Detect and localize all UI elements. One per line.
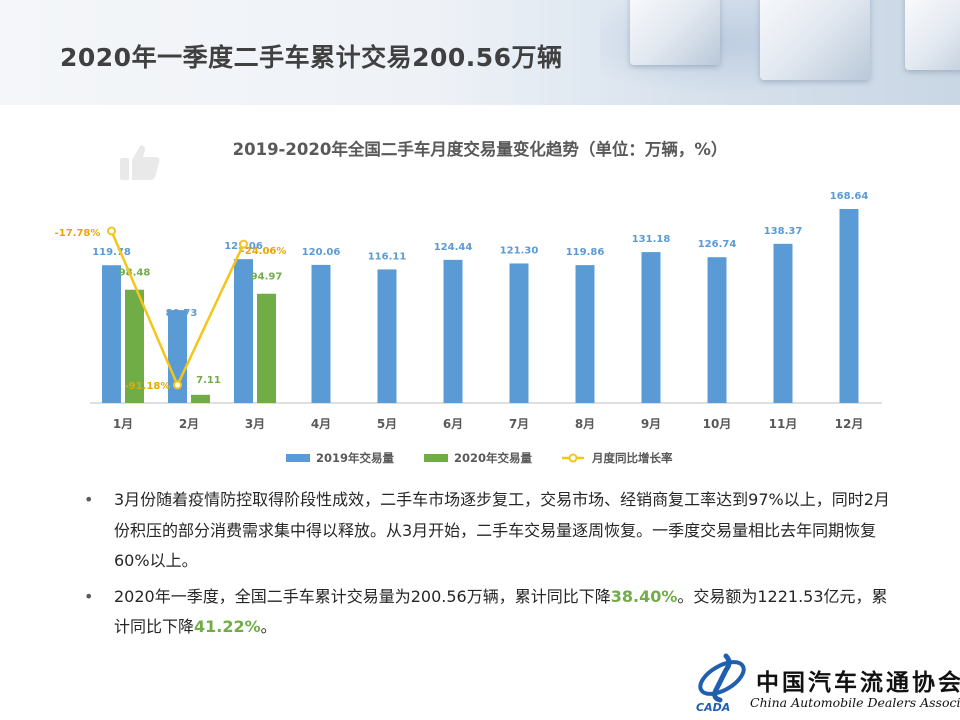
data-label-2020: 7.11 (196, 375, 221, 386)
chart-title: 2019-2020年全国二手车月度交易量变化趋势（单位：万辆，%） (232, 140, 728, 159)
data-label-2019: 121.30 (500, 245, 539, 256)
bar-2019 (311, 264, 331, 403)
x-tick-label: 9月 (641, 417, 661, 431)
legend-swatch-marker (568, 453, 578, 463)
bullet-list: • 3月份随着疫情防控取得阶段性成效，二手车市场逐步复工，交易市场、经销商复工率… (82, 485, 902, 648)
data-label-2019: 138.37 (764, 226, 803, 237)
growth-rate-point (239, 239, 248, 249)
x-tick-label: 6月 (443, 417, 463, 431)
bar-2020 (191, 394, 210, 403)
chart-area: 1月 2月 3月 4月 5月 6月 7月 8月 9月 10月 11月 12月 119.78 98.48 80… (55, 191, 882, 465)
x-tick-label: 12月 (835, 417, 864, 431)
legend-swatch-bar (424, 454, 448, 462)
decor-cube (905, 0, 960, 70)
growth-rate-point (107, 226, 116, 236)
bar-2019 (839, 209, 859, 403)
data-label-2019: 80.73 (166, 308, 198, 319)
bar-2019 (641, 252, 661, 403)
cada-logo-mark: CADA (696, 653, 746, 714)
page-title: 2020年一季度二手车累计交易200.56万辆 (60, 43, 563, 72)
x-tick-label: 1月 (113, 417, 133, 431)
x-tick-label: 3月 (245, 417, 265, 431)
x-tick-label: 4月 (311, 417, 331, 431)
decor-cube (630, 0, 720, 65)
association-name-cn: 中国汽车流通协会 (756, 669, 960, 696)
bar-2019 (443, 259, 463, 403)
bar-2019 (102, 265, 121, 403)
growth-rate-label: -17.78% (55, 228, 101, 239)
x-tick-label: 7月 (509, 417, 529, 431)
x-tick-label: 5月 (377, 417, 397, 431)
data-label-2019: 124.44 (434, 242, 473, 253)
x-tick-label: 11月 (769, 417, 798, 431)
cada-logo: CADA 中国汽车流通协会 China Automobile Dealers A… (692, 650, 960, 714)
decor-cube (760, 0, 870, 80)
legend-label: 2019年交易量 (316, 451, 395, 465)
bar-2019 (377, 269, 397, 403)
data-label-2020: 98.48 (119, 268, 151, 279)
highlight-volume-decline: 38.40% (610, 586, 678, 606)
bar-2019 (509, 263, 529, 403)
data-label-2019: 120.06 (302, 247, 341, 258)
data-label-2019: 119.78 (92, 247, 131, 258)
data-label-2019: 131.18 (632, 234, 671, 245)
bar-2020 (257, 293, 276, 403)
bar-2019 (707, 257, 727, 403)
legend-swatch-bar (286, 454, 310, 462)
growth-rate-label: -91.18% (125, 381, 171, 392)
bar-2019 (168, 310, 187, 403)
legend-label: 2020年交易量 (454, 451, 533, 465)
data-label-2019: 126.74 (698, 239, 737, 250)
bar-2019 (773, 243, 793, 403)
data-label-2019: 168.64 (830, 191, 869, 202)
cada-mark-text: CADA (696, 701, 730, 714)
bar-2019 (234, 259, 253, 403)
bullet-dot: • (84, 586, 94, 606)
bullet-text: 2020年一季度，全国二手车累计交易量为200.56万辆，累计同比下降 (114, 586, 611, 606)
growth-rate-point (173, 380, 182, 390)
data-label-2020: 94.97 (251, 272, 283, 283)
bullet-item: • 3月份随着疫情防控取得阶段性成效，二手车市场逐步复工，交易市场、经销商复工率… (82, 485, 902, 577)
bullet-text: 。交易额为1221.53亿元，累计同比下降 (114, 586, 888, 637)
header-banner: 2020年一季度二手车累计交易200.56万辆 (0, 0, 960, 105)
bar-2019 (575, 265, 595, 403)
x-tick-label: 2月 (179, 417, 199, 431)
x-tick-label: 8月 (575, 417, 595, 431)
bullet-text: 3月份随着疫情防控取得阶段性成效，二手车市场逐步复工，交易市场、经销商复工率达到… (114, 490, 890, 570)
bullet-text: 。 (260, 617, 277, 636)
highlight-value-decline: 41.22% (194, 617, 261, 636)
x-tick-label: 10月 (703, 417, 732, 431)
thumbs-up-icon (120, 145, 160, 180)
bullet-item: • 2020年一季度，全国二手车累计交易量为200.56万辆，累计同比下降38.… (82, 582, 902, 643)
data-label-2019: 119.86 (566, 247, 605, 258)
bullet-dot: • (84, 490, 94, 509)
growth-rate-label: -24.06% (241, 246, 287, 257)
association-name-en: China Automobile Dealers Association (750, 695, 960, 710)
legend-label: 月度同比增长率 (591, 451, 673, 465)
data-label-2019: 116.11 (368, 251, 407, 262)
bar-2020 (125, 289, 144, 403)
